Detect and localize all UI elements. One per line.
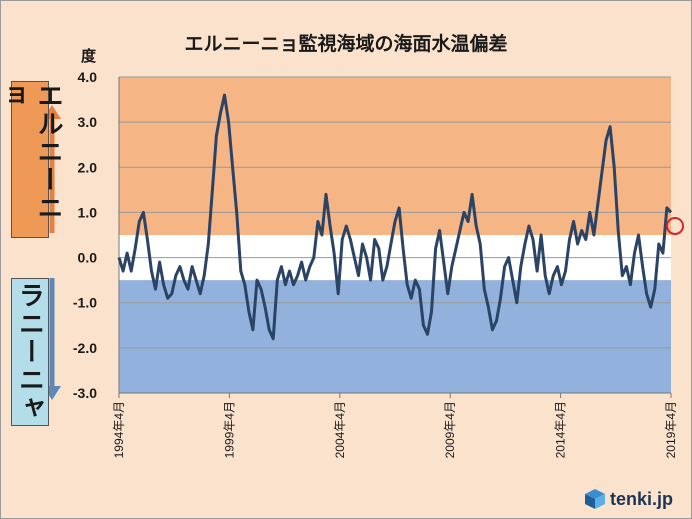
x-tick-label: 1999年4月 xyxy=(222,401,236,458)
la-nina-label: ラニーニャ xyxy=(11,278,49,426)
chart-title: エルニーニョ監視海域の海面水温偏差 xyxy=(184,34,508,55)
y-tick-label: 3.0 xyxy=(78,114,98,130)
y-tick-label: -1.0 xyxy=(73,295,97,311)
latest-value-highlight xyxy=(666,216,684,235)
la-nina-label-text: ラニーニャ xyxy=(14,282,45,422)
x-tick-label: 1994年4月 xyxy=(112,401,126,458)
tenki-logo: tenki.jp xyxy=(584,488,673,510)
logo-text: tenki.jp xyxy=(610,488,674,509)
y-tick-label: 2.0 xyxy=(78,159,98,175)
x-tick-label: 2014年4月 xyxy=(554,401,568,458)
y-tick-label: 1.0 xyxy=(78,204,98,220)
x-tick-label: 2009年4月 xyxy=(443,401,457,458)
y-tick-label: -2.0 xyxy=(73,340,97,356)
x-tick-label: 2004年4月 xyxy=(333,401,347,458)
band-2 xyxy=(119,280,671,393)
y-axis-unit: 度 xyxy=(81,48,97,65)
x-tick-label: 2019年4月 xyxy=(664,401,678,458)
y-tick-label: 4.0 xyxy=(78,69,98,85)
y-tick-label: -3.0 xyxy=(73,385,97,401)
tenki-cube-icon xyxy=(585,489,605,509)
series-line xyxy=(117,93,673,341)
el-nino-label: エルニーニョ xyxy=(0,81,63,238)
el-nino-label-text: エルニーニョ xyxy=(0,82,63,222)
y-tick-label: 0.0 xyxy=(78,250,98,266)
band-0 xyxy=(119,77,671,235)
